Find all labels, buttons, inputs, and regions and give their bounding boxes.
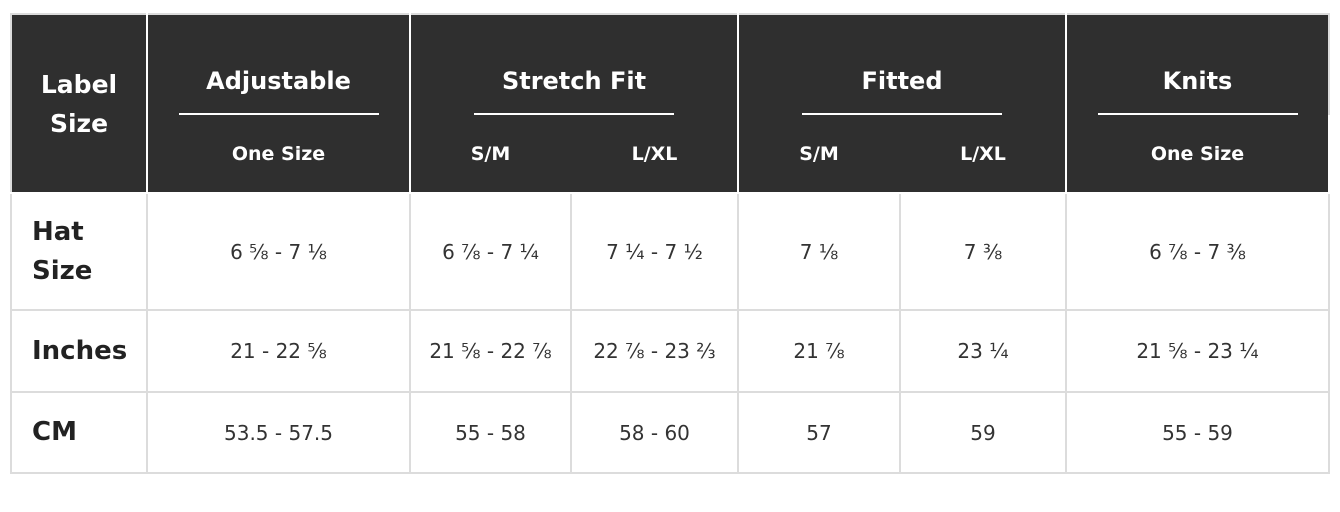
cell: 21 - 22 ⅝	[146, 309, 411, 393]
row-label-text: Hat Size	[32, 216, 93, 286]
group-name: Knits	[1162, 67, 1233, 95]
cell: 55 - 58	[409, 391, 572, 474]
subheader-row: One Size S/M L/XL S/M L/XL One Size	[11, 115, 1330, 194]
cell: 21 ⅞	[737, 309, 901, 393]
cell: 53.5 - 57.5	[146, 391, 411, 474]
size-header: One Size	[1065, 115, 1330, 194]
cell: 6 ⅞ - 7 ¼	[409, 192, 572, 311]
data-row: Inches 21 - 22 ⅝ 21 ⅝ - 22 ⅞ 22 ⅞ - 23 ⅔ 21 …	[10, 309, 1330, 393]
group-header: Adjustable	[146, 13, 411, 115]
header-row: Label Size Adjustable Stretch Fit Fitted Kni…	[10, 13, 1330, 194]
row-label: Inches	[10, 309, 148, 393]
data-row: CM 53.5 - 57.5 55 - 58 58 - 60 57 59 55 - 59	[10, 391, 1330, 474]
group-header: Fitted	[737, 13, 1067, 115]
cell: 7 ¼ - 7 ½	[570, 192, 739, 311]
row-label-text: CM	[32, 417, 77, 447]
size-table: Label Size Adjustable Stretch Fit Fitted Kni…	[10, 13, 1330, 474]
size-header: L/XL	[899, 115, 1067, 194]
cell: 59	[899, 391, 1067, 474]
group-divider	[802, 113, 1002, 115]
group-divider	[474, 113, 674, 115]
size-header: One Size	[146, 115, 411, 194]
cell: 6 ⅝ - 7 ⅛	[146, 192, 411, 311]
group-divider	[1097, 113, 1298, 115]
group-header: Stretch Fit	[409, 13, 739, 115]
row-label: CM	[10, 391, 148, 474]
group-name: Adjustable	[206, 67, 351, 95]
size-header: S/M	[409, 115, 572, 194]
group-divider	[178, 113, 379, 115]
cell: 58 - 60	[570, 391, 739, 474]
group-name: Fitted	[861, 67, 943, 95]
cell: 57	[737, 391, 901, 474]
row-label: Hat Size	[10, 192, 148, 311]
cell: 6 ⅞ - 7 ⅜	[1065, 192, 1330, 311]
row-label-text: Inches	[32, 335, 128, 366]
size-header: L/XL	[570, 115, 739, 194]
group-name: Stretch Fit	[501, 67, 647, 95]
corner-header: Label Size	[10, 13, 148, 194]
cell: 55 - 59	[1065, 391, 1330, 474]
cell: 22 ⅞ - 23 ⅔	[570, 309, 739, 393]
group-header: Knits	[1065, 13, 1330, 115]
size-header: S/M	[737, 115, 901, 194]
cell: 7 ⅜	[899, 192, 1067, 311]
cell: 21 ⅝ - 23 ¼	[1065, 309, 1330, 393]
cell: 7 ⅛	[737, 192, 901, 311]
cell: 21 ⅝ - 22 ⅞	[409, 309, 572, 393]
cell: 23 ¼	[899, 309, 1067, 393]
